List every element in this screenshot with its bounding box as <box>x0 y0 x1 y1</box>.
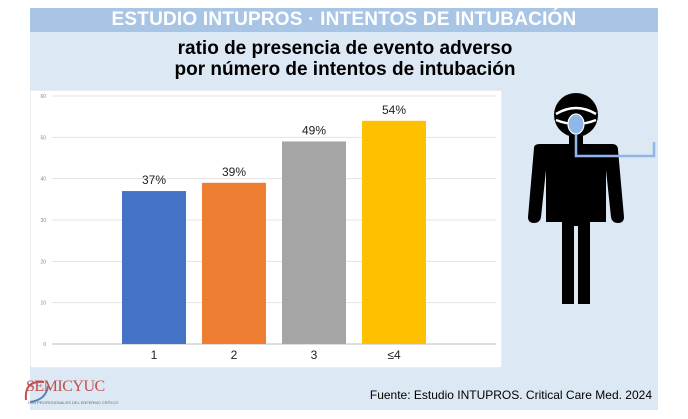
intubation-tube <box>574 134 656 158</box>
chart-title-line2: por número de intentos de intubación <box>174 59 516 80</box>
bar <box>122 191 186 344</box>
y-tick-label: 40 <box>40 177 46 183</box>
chart-title-line1: ratio de presencia de evento adverso <box>177 38 513 59</box>
logo-text: SEMICYUC <box>26 378 105 395</box>
x-tick-label: ≤4 <box>387 348 401 362</box>
logo-wordmark: SEMICYUC <box>26 378 105 396</box>
y-tick-label: 50 <box>40 135 46 141</box>
logo-subtext: LOS PROFESIONALES DEL ENFERMO CRÍTICO <box>28 400 119 405</box>
mask-strap <box>555 106 597 116</box>
banner-title: ESTUDIO INTUPROS · INTENTOS DE INTUBACIÓ… <box>30 8 658 32</box>
bar <box>282 141 346 344</box>
bar-chart: 0 10 20 30 40 50 60 37% 1 39% 2 49% 3 54% ≤4 <box>30 90 502 368</box>
data-label: 37% <box>142 173 166 187</box>
x-tick-label: 1 <box>151 348 158 362</box>
patient-body <box>528 144 624 304</box>
bar <box>202 182 266 344</box>
y-tick-label: 10 <box>40 301 46 307</box>
data-label: 49% <box>302 123 326 137</box>
y-tick-label: 0 <box>43 342 46 348</box>
source-note: Fuente: Estudio INTUPROS. Critical Care … <box>369 388 652 402</box>
data-label: 39% <box>222 165 246 179</box>
semicyuc-logo: SEMICYUC LOS PROFESIONALES DEL ENFERMO C… <box>22 376 132 410</box>
intubated-patient-icon <box>528 93 656 304</box>
data-label: 54% <box>382 103 406 117</box>
x-tick-label: 2 <box>231 348 238 362</box>
bar <box>362 120 426 344</box>
logo-swirl-icon <box>24 380 49 403</box>
y-tick-label: 60 <box>40 94 46 100</box>
y-tick-label: 30 <box>40 218 46 224</box>
x-tick-label: 3 <box>311 348 318 362</box>
mask <box>567 113 585 135</box>
y-tick-label: 20 <box>40 259 46 265</box>
